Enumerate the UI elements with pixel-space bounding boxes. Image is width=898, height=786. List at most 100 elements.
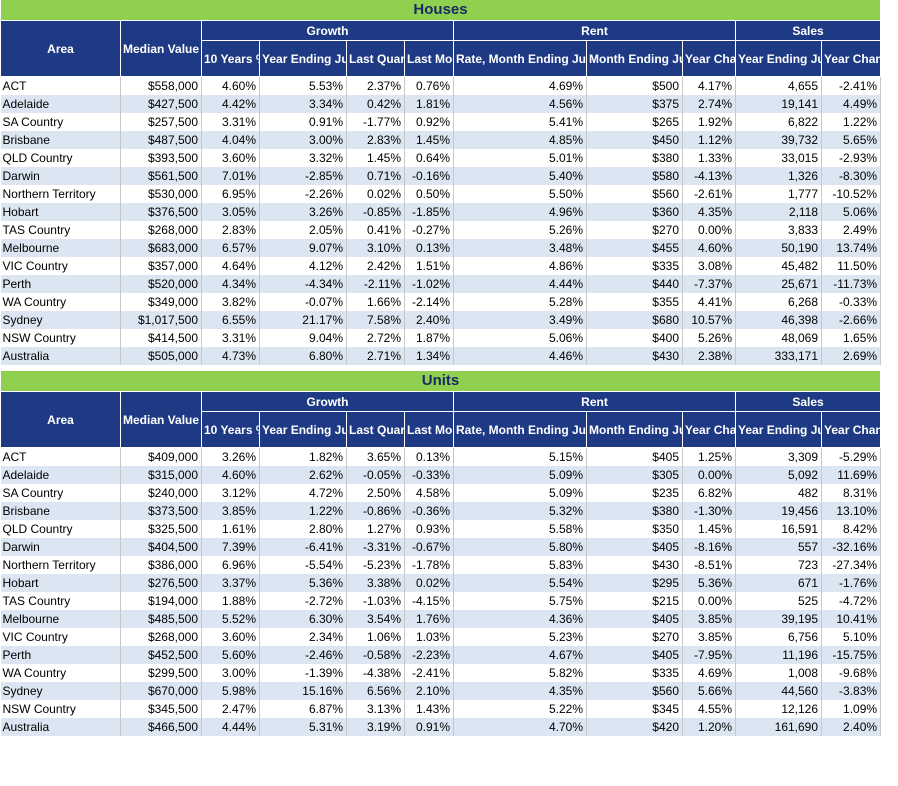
cell-median-value: $194,000 — [120, 592, 202, 610]
table-row: Sydney $1,017,500 6.55% 21.17% 7.58% 2.40% 3.4… — [0, 311, 882, 329]
cell-year-ending: 5.53% — [259, 76, 347, 95]
cell-sales-year-change: 11.69% — [821, 466, 882, 484]
cell-year-ending: 4.12% — [259, 257, 347, 275]
cell-rent-month: $375 — [586, 95, 683, 113]
cell-sales-year-change: -2.66% — [821, 311, 882, 329]
cell-ten-years: 4.04% — [201, 131, 260, 149]
data-table: Area Median Value Growth Rent Sales 10 Y… — [0, 391, 882, 736]
cell-area: VIC Country — [0, 257, 121, 275]
cell-rent-rate: 4.69% — [453, 76, 587, 95]
cell-last-month: 0.64% — [404, 149, 454, 167]
cell-median-value: $1,017,500 — [120, 311, 202, 329]
header-ten-years: 10 Years %pa — [201, 40, 260, 77]
cell-rent-month: $265 — [586, 113, 683, 131]
cell-year-ending: -1.39% — [259, 664, 347, 682]
cell-rent-month: $380 — [586, 149, 683, 167]
cell-ten-years: 3.37% — [201, 574, 260, 592]
cell-area: Brisbane — [0, 502, 121, 520]
cell-sales-year-ending: 671 — [735, 574, 823, 592]
cell-sales-year-ending: 19,456 — [735, 502, 823, 520]
cell-last-month: -0.27% — [404, 221, 454, 239]
cell-rent-rate: 5.15% — [453, 447, 587, 466]
table-row: WA Country $299,500 3.00% -1.39% -4.38% -2.41… — [0, 664, 882, 682]
cell-rent-year-change: 2.74% — [682, 95, 737, 113]
cell-last-month: 2.40% — [404, 311, 454, 329]
cell-sales-year-change: -15.75% — [821, 646, 882, 664]
cell-sales-year-ending: 1,008 — [735, 664, 823, 682]
cell-rent-rate: 5.75% — [453, 592, 587, 610]
cell-year-ending: 2.34% — [259, 628, 347, 646]
table-row: NSW Country $414,500 3.31% 9.04% 2.72% 1.87% 5… — [0, 329, 882, 347]
cell-rent-month: $450 — [586, 131, 683, 149]
cell-last-month: -4.15% — [404, 592, 454, 610]
cell-year-ending: -0.07% — [259, 293, 347, 311]
cell-median-value: $268,000 — [120, 628, 202, 646]
cell-rent-year-change: 4.17% — [682, 76, 737, 95]
header-sales-year-change: Year Change — [821, 411, 882, 448]
table-row: Hobart $276,500 3.37% 5.36% 3.38% 0.02% 5.54% $… — [0, 574, 882, 592]
cell-last-month: 1.43% — [404, 700, 454, 718]
cell-ten-years: 5.60% — [201, 646, 260, 664]
cell-rent-year-change: -4.13% — [682, 167, 737, 185]
cell-ten-years: 4.42% — [201, 95, 260, 113]
cell-rent-month: $360 — [586, 203, 683, 221]
cell-area: Darwin — [0, 538, 121, 556]
cell-area: Melbourne — [0, 610, 121, 628]
cell-ten-years: 7.01% — [201, 167, 260, 185]
cell-last-quarter: 2.50% — [346, 484, 405, 502]
cell-area: VIC Country — [0, 628, 121, 646]
cell-sales-year-change: 2.49% — [821, 221, 882, 239]
header-year-ending: Year Ending Jul 2015 — [259, 40, 347, 77]
cell-rent-rate: 4.36% — [453, 610, 587, 628]
cell-rent-rate: 5.82% — [453, 664, 587, 682]
cell-area: ACT — [0, 76, 121, 95]
cell-ten-years: 3.00% — [201, 664, 260, 682]
cell-ten-years: 2.47% — [201, 700, 260, 718]
cell-sales-year-change: -27.34% — [821, 556, 882, 574]
cell-year-ending: 15.16% — [259, 682, 347, 700]
cell-last-month: 0.92% — [404, 113, 454, 131]
table-row: Adelaide $427,500 4.42% 3.34% 0.42% 1.81% 4.56… — [0, 95, 882, 113]
cell-rent-rate: 5.26% — [453, 221, 587, 239]
cell-last-month: -2.23% — [404, 646, 454, 664]
cell-ten-years: 3.26% — [201, 447, 260, 466]
table-row: SA Country $257,500 3.31% 0.91% -1.77% 0.92% 5… — [0, 113, 882, 131]
cell-last-month: 1.45% — [404, 131, 454, 149]
cell-year-ending: 6.30% — [259, 610, 347, 628]
cell-median-value: $561,500 — [120, 167, 202, 185]
cell-ten-years: 6.55% — [201, 311, 260, 329]
cell-rent-year-change: 6.82% — [682, 484, 737, 502]
table-row: Adelaide $315,000 4.60% 2.62% -0.05% -0.33% 5.… — [0, 466, 882, 484]
cell-area: Hobart — [0, 574, 121, 592]
cell-ten-years: 7.39% — [201, 538, 260, 556]
cell-median-value: $373,500 — [120, 502, 202, 520]
cell-year-ending: -2.26% — [259, 185, 347, 203]
cell-rent-year-change: 1.33% — [682, 149, 737, 167]
cell-rent-rate: 4.70% — [453, 718, 587, 736]
cell-last-quarter: 0.42% — [346, 95, 405, 113]
header-rent-year-change: Year Change — [681, 40, 737, 77]
cell-sales-year-ending: 4,655 — [735, 76, 823, 95]
table-row: Perth $452,500 5.60% -2.46% -0.58% -2.23% 4.67… — [0, 646, 882, 664]
cell-year-ending: 2.80% — [259, 520, 347, 538]
cell-rent-rate: 5.28% — [453, 293, 587, 311]
cell-rent-year-change: 5.26% — [682, 329, 737, 347]
table-row: Perth $520,000 4.34% -4.34% -2.11% -1.02% 4.44… — [0, 275, 882, 293]
cell-ten-years: 6.57% — [201, 239, 260, 257]
cell-median-value: $530,000 — [120, 185, 202, 203]
cell-rent-year-change: 1.20% — [682, 718, 737, 736]
cell-last-month: -1.78% — [404, 556, 454, 574]
cell-area: Sydney — [0, 311, 121, 329]
table-row: VIC Country $268,000 3.60% 2.34% 1.06% 1.03% 5… — [0, 628, 882, 646]
cell-last-month: 1.03% — [404, 628, 454, 646]
cell-area: WA Country — [0, 293, 121, 311]
cell-sales-year-ending: 1,326 — [735, 167, 823, 185]
cell-rent-month: $400 — [586, 329, 683, 347]
cell-sales-year-ending: 16,591 — [735, 520, 823, 538]
cell-sales-year-ending: 39,732 — [735, 131, 823, 149]
table-row: ACT $558,000 4.60% 5.53% 2.37% 0.76% 4.69% $500… — [0, 76, 882, 95]
cell-last-quarter: 1.27% — [346, 520, 405, 538]
cell-year-ending: 5.36% — [259, 574, 347, 592]
cell-ten-years: 3.82% — [201, 293, 260, 311]
cell-rent-year-change: 0.00% — [682, 592, 737, 610]
